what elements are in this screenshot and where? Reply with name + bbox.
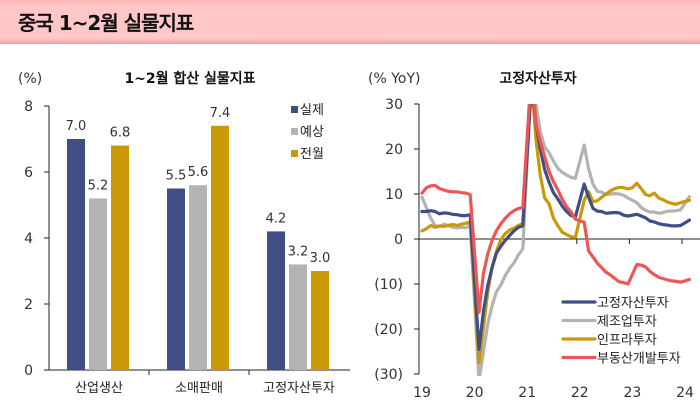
x-tick-label: 22 <box>571 385 589 401</box>
legend-label: 전월 <box>300 147 324 162</box>
bar-예상 <box>289 264 307 370</box>
page-title: 중국 1~2월 실물지표 <box>18 11 194 35</box>
y-tick-label: (30) <box>374 367 403 383</box>
x-category-label: 고정자산투자 <box>263 381 335 396</box>
bar-value-label: 6.8 <box>110 126 131 141</box>
legend-swatch <box>291 106 298 113</box>
y-tick-label: (20) <box>374 322 403 338</box>
y-tick-label: 4 <box>24 231 33 247</box>
legend-swatch <box>291 128 298 135</box>
y-tick-label: 20 <box>385 142 403 158</box>
bar-전월 <box>311 271 329 370</box>
series-line-인프라투자 <box>420 104 691 365</box>
bar-실제 <box>167 188 185 370</box>
bar-value-label: 3.2 <box>288 244 309 259</box>
y-tick-label: (10) <box>374 277 403 293</box>
bar-value-label: 7.4 <box>210 106 231 121</box>
legend-label: 제조업투자 <box>597 315 657 330</box>
y-tick-label: 0 <box>24 363 33 379</box>
legend-label: 고정자산투자 <box>597 296 669 311</box>
series-line-고정자산투자 <box>420 104 691 351</box>
bar-전월 <box>211 125 229 370</box>
bar-chart-industrial-indicators: 1~2월 합산 실물지표 (%) 0 2 4 6 8 산업생산 소매판매 고정자산투자 7.0… <box>18 70 350 396</box>
x-category-label: 소매판매 <box>175 381 223 396</box>
x-tick-label: 19 <box>413 385 431 401</box>
legend-label: 인프라투자 <box>597 333 657 348</box>
series-line-부동산개발투자 <box>420 104 691 314</box>
bar-value-label: 3.0 <box>310 251 331 266</box>
legend-label: 예상 <box>300 125 324 140</box>
y-tick-label: 30 <box>385 97 403 113</box>
x-tick-label: 24 <box>676 385 694 401</box>
legend-label: 실제 <box>300 103 324 118</box>
bar-chart-bars: 7.0 5.5 4.2 5.2 5.6 3.2 6.8 7.4 3.0 <box>66 106 331 370</box>
line-chart-y-unit: (% YoY) <box>368 71 421 87</box>
y-tick-label: 6 <box>24 165 33 181</box>
bar-예상 <box>89 198 107 370</box>
legend-label: 부동산개발투자 <box>597 352 681 367</box>
bar-value-label: 5.5 <box>166 169 187 184</box>
bar-value-label: 7.0 <box>66 119 87 134</box>
line-chart-title: 고정자산투자 <box>499 70 576 87</box>
bar-예상 <box>189 185 207 370</box>
bar-전월 <box>111 145 129 370</box>
line-chart-axes: (30) (20) (10) 0 10 20 30 19 20 21 22 23 24 <box>374 97 700 401</box>
line-chart-series <box>420 104 691 376</box>
x-tick-label: 20 <box>466 385 484 401</box>
bar-value-label: 5.6 <box>188 165 209 180</box>
bar-chart-title: 1~2월 합산 실물지표 <box>124 70 255 87</box>
legend-swatch <box>291 150 298 157</box>
bar-chart-y-unit: (%) <box>18 71 42 87</box>
x-tick-label: 21 <box>518 385 536 401</box>
series-line-제조업투자 <box>420 104 691 376</box>
bar-value-label: 4.2 <box>266 211 287 226</box>
x-category-label: 산업생산 <box>75 381 123 396</box>
bar-실제 <box>267 231 285 370</box>
header-banner: 중국 1~2월 실물지표 <box>0 0 700 44</box>
y-tick-label: 8 <box>24 99 33 115</box>
x-tick-label: 23 <box>623 385 641 401</box>
bar-chart-axes: 0 2 4 6 8 산업생산 소매판매 고정자산투자 <box>24 99 350 396</box>
bar-value-label: 5.2 <box>88 178 109 193</box>
y-tick-label: 10 <box>385 187 403 203</box>
line-chart-fixed-asset-investment: 고정자산투자 (% YoY) (30) (20) (10) 0 10 20 30 19 20 21… <box>368 70 700 401</box>
y-tick-label: 2 <box>24 297 33 313</box>
y-tick-label: 0 <box>394 232 403 248</box>
bar-실제 <box>67 139 85 370</box>
